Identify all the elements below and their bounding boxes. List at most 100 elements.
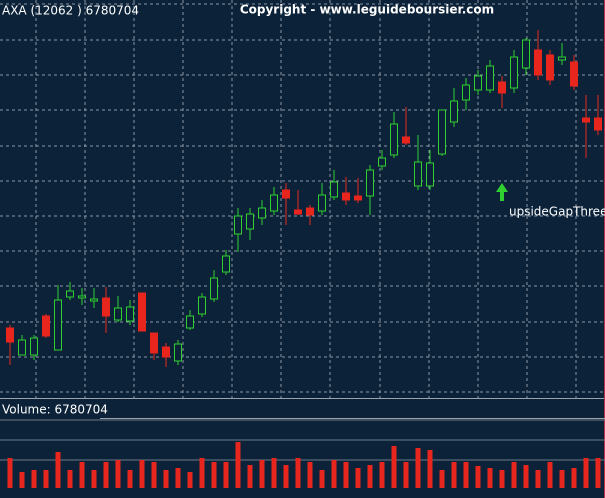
volume-bar — [307, 462, 313, 488]
volume-bar — [187, 472, 193, 488]
volume-bar — [499, 470, 505, 488]
candle-body — [282, 189, 290, 199]
candle-body — [522, 39, 530, 69]
volume-bar — [439, 470, 445, 488]
volume-bar — [31, 470, 37, 488]
volume-bar — [595, 458, 601, 488]
volume-bar — [55, 452, 61, 488]
volume-bar — [91, 470, 97, 488]
volume-bar — [43, 470, 49, 488]
volume-bar — [247, 465, 253, 488]
chart-title: AXA (12062 ) 6780704 — [2, 4, 139, 18]
candle-body — [354, 195, 362, 201]
candle-body — [54, 299, 62, 351]
volume-bar — [319, 470, 325, 488]
annotation: upsideGapThreeM — [509, 205, 605, 219]
volume-bar — [163, 470, 169, 488]
volume-bar — [559, 470, 565, 488]
candle-body — [342, 192, 350, 201]
volume-bar — [391, 446, 397, 488]
volume-bar — [127, 470, 133, 488]
volume-bar — [571, 468, 577, 488]
volume-bar — [139, 460, 145, 488]
candle-body — [450, 100, 458, 123]
volume-bar — [415, 448, 421, 488]
candle-body — [18, 339, 26, 356]
candle-body — [570, 61, 578, 87]
volume-bar — [283, 465, 289, 488]
candle-body — [546, 54, 554, 81]
volume-bar — [79, 462, 85, 488]
candle-body — [474, 75, 482, 91]
candle-body — [594, 117, 602, 131]
volume-bar — [115, 460, 121, 488]
candle-body — [378, 157, 386, 167]
volume-bar — [451, 462, 457, 488]
candle-body — [174, 343, 182, 362]
candle-body — [462, 84, 470, 101]
candle-body — [102, 297, 110, 317]
candle-body — [30, 337, 38, 356]
copyright: Copyright - www.leguideboursier.com — [240, 3, 494, 17]
volume-bar — [547, 462, 553, 488]
volume-bar — [367, 465, 373, 488]
candle-body — [306, 207, 314, 216]
candle-body — [222, 255, 230, 273]
candle-body — [162, 346, 170, 358]
candle-body — [438, 109, 446, 155]
volume-bar — [487, 468, 493, 488]
volume-bar — [151, 462, 157, 488]
volume-bar — [295, 458, 301, 488]
candle-body — [258, 207, 266, 219]
candle-body — [114, 307, 122, 321]
candle-body — [138, 292, 146, 332]
candle-body — [198, 296, 206, 315]
volume-bar — [379, 462, 385, 488]
volume-bar — [355, 468, 361, 488]
volume-bar — [235, 442, 241, 488]
volume-bar — [331, 460, 337, 488]
candle-body — [330, 181, 338, 198]
volume-bar — [223, 462, 229, 488]
volume-bar — [19, 472, 25, 488]
volume-bar — [427, 450, 433, 488]
volume-bar — [343, 462, 349, 488]
candle-body — [498, 81, 506, 94]
candle-body — [390, 123, 398, 156]
candle-body — [78, 295, 86, 299]
candle-body — [414, 161, 422, 187]
volume-bar — [271, 458, 277, 488]
candle-body — [150, 332, 158, 354]
candle-body — [582, 117, 590, 123]
candle-body — [558, 56, 566, 61]
volume-bar — [523, 465, 529, 488]
volume-bar — [199, 458, 205, 488]
candle-body — [318, 194, 326, 212]
volume-bar — [463, 462, 469, 488]
candle-body — [270, 194, 278, 212]
volume-bar — [583, 458, 589, 488]
candle-body — [534, 49, 542, 76]
candle-body — [90, 298, 98, 302]
volume-bar — [67, 470, 73, 488]
candle-body — [186, 315, 194, 329]
candle-body — [486, 65, 494, 91]
candle-body — [366, 169, 374, 197]
candle-body — [234, 215, 242, 235]
volume-bar — [259, 460, 265, 488]
vertical-grid — [35, 0, 577, 398]
candle-body — [66, 290, 74, 298]
candle-body — [6, 327, 14, 343]
candle-body — [42, 315, 50, 337]
volume-label: Volume: 6780704 — [2, 403, 108, 417]
volume-bar — [475, 466, 481, 488]
volume-bar — [535, 470, 541, 488]
candle-body — [126, 306, 134, 322]
volume-bar — [103, 462, 109, 488]
volume-bar — [403, 462, 409, 488]
candle-body — [402, 136, 410, 144]
volume-bar — [7, 458, 13, 488]
candle-body — [210, 277, 218, 300]
candle-body — [294, 209, 302, 215]
